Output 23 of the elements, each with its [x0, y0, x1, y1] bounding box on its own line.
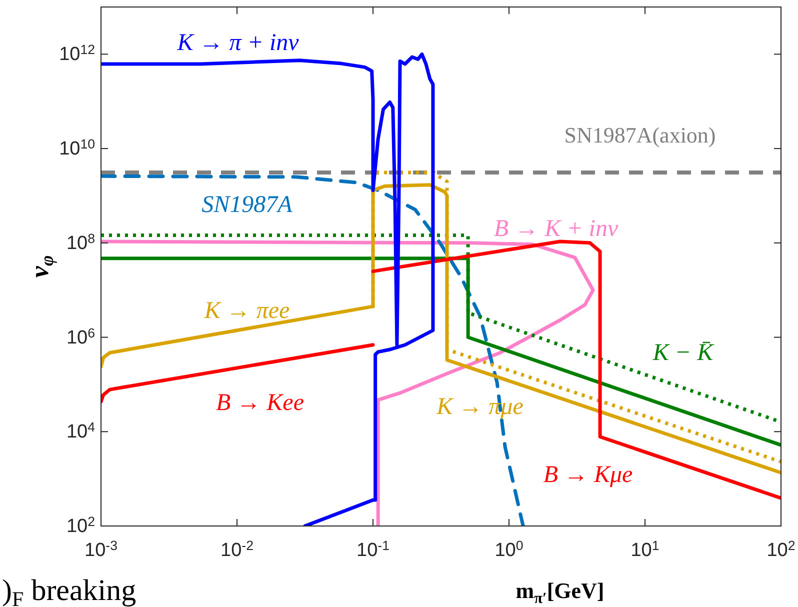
series-label: SN1987A [202, 192, 293, 218]
y-tick-label: 10$^{4}$ [66, 420, 95, 443]
y-tick-label: 10$^{6}$ [66, 325, 95, 348]
text: )$_{F}$ breaking [2, 574, 136, 607]
ref-line-label: SN1987A(axion) [564, 122, 716, 148]
x-tick-label: 10$^{1}$ [630, 538, 660, 561]
series-label: B → Kμe [543, 462, 634, 488]
x-tick-label: 10$^{-1}$ [356, 538, 390, 561]
x-axis-title: m$_{π′}$[GeV] [516, 578, 604, 607]
y-tick-label: 10$^{2}$ [66, 514, 95, 537]
y-tick-label: 10$^{12}$ [59, 42, 95, 66]
x-tick-label: 10$^{-2}$ [220, 538, 254, 561]
y-tick-label: 10$^{8}$ [66, 230, 95, 254]
y-tick-label: 10$^{10}$ [59, 136, 95, 160]
x-tick-label: 10$^{0}$ [494, 538, 524, 561]
series-label: K → πμe [436, 394, 524, 420]
series-label: K → π + inv [176, 30, 300, 56]
series-label: B → Kee [216, 390, 304, 416]
x-tick-label: 10$^{-3}$ [84, 538, 118, 561]
x-tick-label: 10$^{2}$ [766, 538, 796, 561]
series-label: K → πee [203, 298, 290, 324]
series-label: B → K + inv [494, 216, 618, 242]
series-label: K − K̄ [652, 340, 716, 366]
